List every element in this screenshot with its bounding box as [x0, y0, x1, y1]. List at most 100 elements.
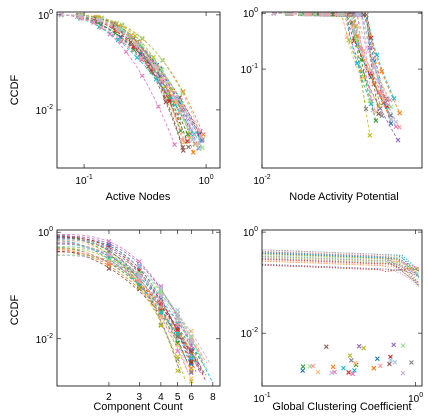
data-point — [153, 76, 159, 82]
series-line — [61, 14, 204, 135]
x-axis-label: Active Nodes — [106, 191, 171, 203]
tick-label: 10-2 — [253, 174, 270, 187]
ticks-layer: 10-2 10-1 100 — [241, 7, 422, 187]
tick-label: 100 — [243, 7, 258, 20]
series-line — [61, 14, 191, 134]
data-point — [106, 266, 112, 271]
data-point — [409, 360, 414, 365]
data-point — [361, 12, 367, 18]
data-point — [396, 124, 402, 130]
curves-layer — [262, 249, 420, 377]
data-point — [355, 12, 361, 18]
series-line — [262, 254, 420, 273]
data-point — [151, 54, 156, 60]
data-point — [175, 307, 181, 313]
tick-label: 10-2 — [36, 104, 53, 117]
data-point — [379, 91, 384, 96]
series-line — [262, 255, 420, 277]
data-point — [326, 12, 332, 17]
data-point — [139, 42, 145, 48]
data-point — [135, 43, 140, 49]
data-point — [199, 145, 205, 151]
tick-label: 100 — [38, 226, 53, 239]
series-line — [61, 14, 201, 135]
data-point — [180, 137, 185, 143]
series-line — [262, 252, 420, 278]
data-point — [154, 65, 159, 71]
data-point — [392, 359, 398, 365]
data-point — [180, 90, 185, 96]
data-point — [136, 286, 142, 292]
data-point — [376, 111, 382, 117]
data-point — [397, 110, 403, 116]
series-line — [273, 12, 391, 101]
series-line — [61, 14, 183, 141]
series-line — [61, 14, 203, 141]
tick-label: 4 — [158, 392, 164, 403]
tick-label: 10-2 — [36, 333, 53, 346]
data-point — [188, 328, 194, 334]
series-line — [61, 14, 196, 136]
data-point — [336, 12, 342, 17]
tick-label: 10-1 — [75, 174, 92, 187]
data-point — [190, 150, 196, 155]
data-point — [356, 343, 362, 349]
series-line — [262, 253, 420, 287]
data-point — [139, 35, 145, 41]
data-point — [352, 29, 358, 35]
data-point — [167, 98, 172, 104]
data-point — [158, 323, 164, 329]
data-point — [188, 376, 194, 381]
tick-label: 5 — [175, 392, 181, 403]
subplot-active-nodes: 10-1 100 10-2 100 Active Nodes CCDF — [9, 9, 221, 203]
data-point — [271, 12, 277, 16]
data-point — [119, 26, 125, 32]
series-line — [57, 236, 188, 362]
data-point — [106, 246, 112, 252]
x-axis-label: Component Count — [93, 401, 182, 413]
x-axis-label: Node Activity Potential — [289, 191, 398, 203]
data-point — [400, 343, 406, 348]
data-point — [367, 132, 373, 138]
tick-label: 100 — [199, 174, 214, 187]
series-line — [262, 256, 420, 275]
data-point — [354, 61, 360, 66]
data-point — [136, 263, 142, 269]
series-line — [262, 251, 420, 276]
data-point — [323, 344, 329, 350]
data-point — [123, 49, 129, 55]
data-point — [136, 272, 142, 278]
series-line — [57, 248, 208, 364]
data-point — [188, 368, 194, 374]
data-point — [395, 137, 401, 143]
data-point — [106, 260, 112, 266]
data-point — [188, 355, 194, 360]
data-point — [106, 241, 112, 247]
data-point — [134, 55, 140, 61]
data-point — [374, 356, 380, 362]
data-point — [138, 56, 144, 61]
data-point — [132, 33, 138, 39]
data-point — [361, 48, 366, 54]
axes-frame — [56, 11, 221, 169]
data-point — [158, 304, 164, 310]
data-point — [385, 96, 391, 102]
tick-label: 10-1 — [253, 392, 270, 405]
series-line — [262, 252, 420, 279]
series-line — [61, 14, 191, 138]
data-point — [350, 371, 356, 377]
data-point — [192, 132, 198, 138]
data-point — [106, 245, 112, 250]
data-point — [320, 12, 325, 17]
data-point — [348, 357, 354, 363]
series-line — [262, 257, 420, 276]
data-point — [346, 370, 352, 375]
data-point — [158, 288, 164, 294]
series-line — [262, 264, 419, 272]
data-point — [188, 339, 194, 345]
data-point — [347, 353, 353, 359]
series-line — [57, 249, 199, 362]
data-point — [199, 137, 205, 143]
data-point — [114, 20, 119, 26]
series-line — [57, 246, 204, 362]
